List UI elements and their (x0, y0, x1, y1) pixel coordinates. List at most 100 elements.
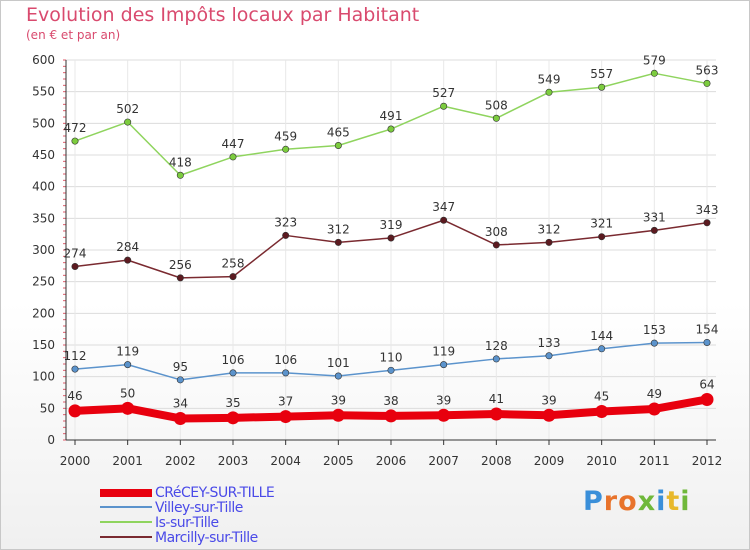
series-group: 472 502 418 447 459 465 491 527 508 549 557 579 563 2… (64, 53, 719, 425)
data-label-3-2012: 343 (696, 203, 719, 217)
series-point-0 (173, 411, 187, 425)
y-tick-label-300: 300 (32, 243, 55, 257)
series-point-0 (700, 392, 714, 406)
legend-swatch-villey (100, 506, 152, 508)
series-point-1 (229, 369, 237, 377)
y-tick-label-500: 500 (32, 116, 55, 130)
series-point-0 (437, 408, 451, 422)
series-point-0 (647, 402, 661, 416)
data-label-3-2002: 256 (169, 258, 192, 272)
x-tick-label-2008: 2008 (481, 454, 512, 468)
data-label-3-2005: 312 (327, 222, 350, 236)
y-tick-label-600: 600 (32, 53, 55, 67)
series-point-2 (703, 79, 711, 87)
data-label-0-2000: 46 (67, 389, 82, 403)
data-label-2-2012: 563 (696, 63, 719, 77)
series-point-2 (545, 88, 553, 96)
y-tick-label-550: 550 (32, 85, 55, 99)
series-point-0 (331, 408, 345, 422)
x-tick-label-2011: 2011 (639, 454, 670, 468)
y-tick-label-350: 350 (32, 211, 55, 225)
data-label-1-2004: 106 (274, 353, 297, 367)
data-label-2-2011: 579 (643, 53, 666, 67)
data-label-0-2009: 39 (541, 393, 556, 407)
series-point-0 (489, 407, 503, 421)
data-label-1-2006: 110 (380, 350, 403, 364)
data-label-3-2011: 331 (643, 210, 666, 224)
series-point-0 (595, 405, 609, 418)
logo-letter: o (618, 486, 638, 517)
data-label-3-2000: 274 (64, 246, 87, 260)
series-point-0 (542, 408, 556, 422)
data-label-1-2009: 133 (538, 336, 561, 350)
x-tick-label-2007: 2007 (428, 454, 459, 468)
series-point-1 (282, 369, 290, 377)
grid-lines (66, 59, 716, 441)
data-label-0-2001: 50 (120, 386, 135, 400)
legend-swatch-marcilly (100, 536, 152, 538)
series-point-2 (282, 145, 290, 153)
logo-letter: P (583, 486, 604, 517)
data-label-2-2000: 472 (64, 121, 87, 135)
data-label-2-2007: 527 (432, 86, 455, 100)
series-point-2 (334, 142, 342, 150)
series-point-1 (598, 345, 606, 353)
series-point-3 (440, 216, 448, 224)
data-label-1-2008: 128 (485, 339, 508, 353)
series-3: 274 284 256 258 323 312 319 347 308 312 321 331 343 (64, 200, 719, 282)
data-label-3-2008: 308 (485, 225, 508, 239)
series-point-0 (121, 401, 135, 415)
series-point-1 (124, 361, 132, 369)
x-axis: 2000 2001 2002 2003 2004 2005 2006 2007 2008 2009… (60, 439, 722, 468)
series-point-1 (71, 365, 79, 373)
y-tick-label-450: 450 (32, 148, 55, 162)
series-point-3 (334, 238, 342, 246)
proxiti-logo: Proxiti (583, 486, 691, 517)
series-point-3 (124, 256, 132, 264)
logo-letter: i (680, 486, 691, 517)
data-label-1-2001: 119 (116, 345, 139, 359)
data-label-0-2002: 34 (173, 396, 188, 410)
series-point-2 (176, 171, 184, 179)
data-label-1-2005: 101 (327, 356, 350, 370)
data-label-0-2006: 38 (383, 394, 398, 408)
data-label-1-2012: 154 (696, 322, 719, 336)
x-tick-label-2009: 2009 (534, 454, 565, 468)
series-point-1 (387, 366, 395, 374)
series-point-2 (650, 69, 658, 77)
data-label-2-2001: 502 (116, 102, 139, 116)
series-point-1 (176, 376, 184, 384)
data-label-1-2007: 119 (432, 345, 455, 359)
data-label-0-2004: 37 (278, 395, 293, 409)
legend-label-is: Is-sur-Tille (155, 515, 219, 531)
data-label-3-2003: 258 (222, 257, 245, 271)
data-label-0-2012: 64 (699, 377, 714, 391)
series-0: 46 50 34 35 37 39 38 39 41 39 45 49 64 (67, 377, 715, 425)
data-label-1-2010: 144 (590, 329, 613, 343)
data-label-0-2005: 39 (331, 393, 346, 407)
series-point-3 (492, 241, 500, 249)
series-point-3 (229, 273, 237, 281)
data-label-2-2005: 465 (327, 126, 350, 140)
series-point-1 (492, 355, 500, 363)
series-point-1 (440, 361, 448, 369)
data-label-3-2009: 312 (538, 222, 561, 236)
series-point-3 (598, 233, 606, 241)
series-point-2 (598, 83, 606, 91)
series-point-1 (334, 372, 342, 380)
logo-letter: r (603, 486, 619, 517)
chart-subtitle: (en € et par an) (26, 28, 121, 42)
y-tick-label-150: 150 (32, 338, 55, 352)
data-label-2-2006: 491 (380, 109, 403, 123)
x-tick-label-2000: 2000 (60, 454, 91, 468)
series-point-1 (703, 338, 711, 346)
data-label-3-2006: 319 (380, 218, 403, 232)
y-axis: 0 50 100 150 200 250 300 350 400 450 500 550 600 (32, 53, 67, 447)
data-label-1-2011: 153 (643, 323, 666, 337)
x-tick-label-2006: 2006 (376, 454, 407, 468)
legend-label-villey: Villey-sur-Tille (155, 500, 243, 516)
data-label-2-2004: 459 (274, 129, 297, 143)
data-label-2-2008: 508 (485, 98, 508, 112)
series-point-3 (282, 231, 290, 239)
x-tick-label-2003: 2003 (218, 454, 249, 468)
